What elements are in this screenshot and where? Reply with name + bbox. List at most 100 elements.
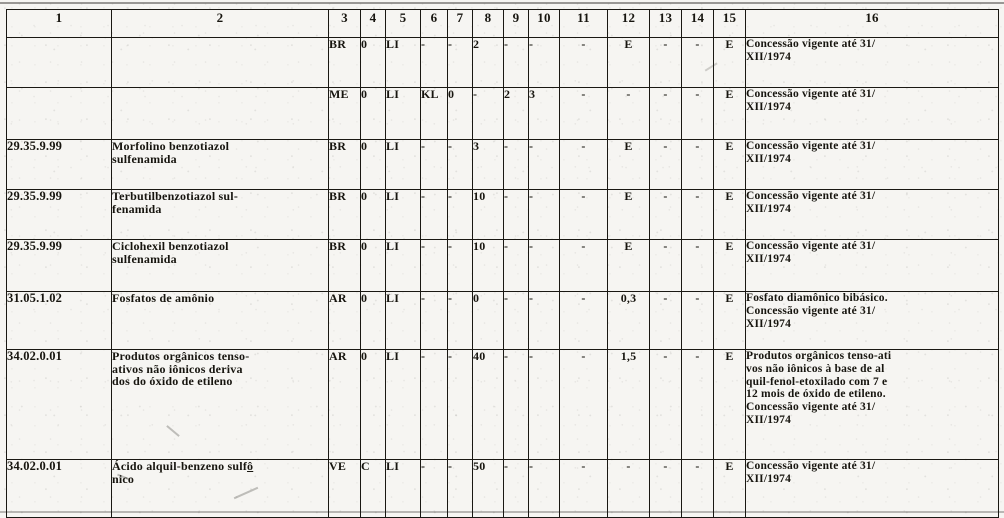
cell-c13: - [649,349,682,460]
cell-code: 29.35.9.99 [6,139,112,190]
table-row: ME 0 LI KL 0-2 3- - - - E Concessão vigente até 31… [6,87,999,140]
header-col-11: 11 [559,9,608,38]
cell-description: Ácido alquil-benzeno sulfô nico [111,459,329,518]
cell-c15: E [713,459,746,518]
cell-c13: - [649,189,682,240]
cell-description: Morfolino benzotiazol sulfenamida [111,139,329,190]
header-col-6: 6 [420,9,448,38]
cell-c3: BR [328,37,361,88]
cell-observations: Concessão vigente até 31/XII/1974 [745,239,999,292]
cell-c7: - [447,239,473,292]
header-col-1: 1 [6,9,112,38]
cell-c11: - [559,87,608,140]
cell-c14: - [681,239,714,292]
cell-c8: 0 [472,291,504,350]
cell-description: Fosfatos de amônio [111,291,329,350]
cell-c4: 0 [360,291,386,350]
cell-c5: LI [385,349,421,460]
cell-observations: Produtos orgânicos tenso-ati vos não iôni… [745,349,999,460]
cell-c8: 3 [472,139,504,190]
cell-c9: - [503,291,529,350]
cell-c7: - [447,139,473,190]
cell-description [111,87,329,140]
cell-c10: - [528,139,560,190]
cell-c13: - [649,239,682,292]
cell-c15: E [713,87,746,140]
cell-c14: - [681,189,714,240]
cell-observations: Concessão vigente até 31/XII/1974 [745,87,999,140]
cell-observations: Fosfato diamônico bibásico. Concessão vig… [745,291,999,350]
cell-c14: - [681,459,714,518]
header-col-16: 16 [745,9,999,38]
cell-code [6,87,112,140]
cell-c5: LI [385,459,421,518]
cell-c4: 0 [360,349,386,460]
cell-c3: VE [328,459,361,518]
cell-c10: - [528,291,560,350]
cell-c4: 0 [360,139,386,190]
cell-c10: - [528,459,560,518]
cell-c4: 0 [360,239,386,292]
cell-c9: - [503,459,529,518]
cell-c9: - [503,189,529,240]
table-row: 31.05.1.02 Fosfatos de amônio AR 0 LI - -0- - -0… [6,291,999,350]
cell-code: 31.05.1.02 [6,291,112,350]
cell-c9: - [503,139,529,190]
table-body: BR 0 LI - -2- - - E - - E Concessão vigente até 31/… [6,37,999,518]
cell-c6: - [420,139,448,190]
cell-c5: LI [385,37,421,88]
cell-c13: - [649,459,682,518]
cell-c12: 0,3 [607,291,650,350]
cell-c14: - [681,139,714,190]
header-col-8: 8 [472,9,504,38]
cell-c9: - [503,239,529,292]
cell-c14: - [681,349,714,460]
cell-c5: LI [385,87,421,140]
cell-c11: - [559,349,608,460]
cell-description: Ciclohexil benzotiazol sulfenamida [111,239,329,292]
tariff-table: 1 2 3 4 5 6 7 8 9 10 11 12 13 14 15 16 B… [6,9,999,518]
cell-description: Produtos orgânicos tenso-ativos não iôni… [111,349,329,460]
cell-c12: 1,5 [607,349,650,460]
cell-c15: E [713,349,746,460]
table-row: BR 0 LI - -2- - - E - - E Concessão vigente até 31/… [6,37,999,88]
table-row: 29.35.9.99 Ciclohexil benzotiazol sulfenam… [6,239,999,292]
cell-c4: 0 [360,189,386,240]
cell-c6: - [420,189,448,240]
header-col-2: 2 [111,9,329,38]
table-row: 29.35.9.99 Morfolino benzotiazol sulfenami… [6,139,999,190]
cell-c15: E [713,139,746,190]
cell-c7: 0 [447,87,473,140]
cell-c3: BR [328,239,361,292]
header-col-13: 13 [649,9,682,38]
cell-c3: BR [328,139,361,190]
cell-c12: E [607,189,650,240]
cell-c3: AR [328,291,361,350]
cell-c8: 2 [472,37,504,88]
page-edge-top [0,2,1004,4]
table-header: 1 2 3 4 5 6 7 8 9 10 11 12 13 14 15 16 [6,9,999,38]
header-col-7: 7 [447,9,473,38]
cell-c5: LI [385,239,421,292]
cell-c8: 10 [472,189,504,240]
cell-c12: - [607,87,650,140]
cell-c8: 50 [472,459,504,518]
cell-c13: - [649,291,682,350]
cell-c11: - [559,189,608,240]
cell-c3: BR [328,189,361,240]
cell-c9: - [503,37,529,88]
cell-observations: Concessão vigente até 31/XII/1974 [745,189,999,240]
header-col-3: 3 [328,9,361,38]
cell-c4: C [360,459,386,518]
cell-c15: E [713,37,746,88]
header-col-12: 12 [607,9,650,38]
cell-c10: - [528,349,560,460]
cell-c3: AR [328,349,361,460]
cell-c7: - [447,189,473,240]
cell-c6: KL [420,87,448,140]
cell-observations: Concessão vigente até 31/XII/1974 [745,459,999,518]
cell-observations: Concessão vigente até 31/XII/1974 [745,37,999,88]
cell-description [111,37,329,88]
cell-c10: - [528,239,560,292]
cell-c5: LI [385,291,421,350]
